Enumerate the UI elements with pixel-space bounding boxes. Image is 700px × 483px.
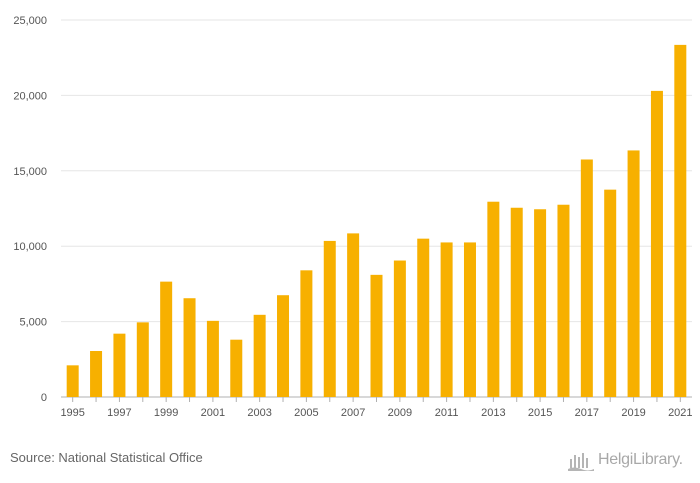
bar-1999 xyxy=(160,281,173,397)
y-tick-label: 10,000 xyxy=(13,241,47,253)
y-tick-label: 25,000 xyxy=(13,15,47,27)
bar-2002 xyxy=(230,339,243,397)
bar-2009 xyxy=(393,260,406,397)
x-tick-label: 2019 xyxy=(621,407,645,419)
x-tick-label: 1995 xyxy=(60,407,84,419)
helgi-library-logo: HelgiLibrary. xyxy=(568,449,683,471)
x-tick-label: 2009 xyxy=(388,407,412,419)
bar-2015 xyxy=(534,209,547,397)
library-icon xyxy=(568,453,594,471)
bar-2007 xyxy=(347,233,360,397)
bar-2014 xyxy=(510,207,523,397)
source-note: Source: National Statistical Office xyxy=(10,450,203,465)
x-tick-label: 2007 xyxy=(341,407,365,419)
y-tick-label: 0 xyxy=(41,392,47,404)
bar-2006 xyxy=(323,240,336,397)
x-tick-label: 1997 xyxy=(107,407,131,419)
x-tick-label: 2001 xyxy=(201,407,225,419)
bar-1998 xyxy=(136,322,149,397)
x-tick-label: 2015 xyxy=(528,407,552,419)
bar-1997 xyxy=(113,333,126,397)
bar-2021 xyxy=(674,44,687,398)
x-tick-label: 2011 xyxy=(435,407,459,419)
bar-2017 xyxy=(580,159,593,397)
bar-2013 xyxy=(487,201,500,397)
bar-2001 xyxy=(206,320,219,397)
x-tick-label: 2017 xyxy=(575,407,599,419)
y-tick-label: 15,000 xyxy=(13,166,47,178)
y-tick-label: 5,000 xyxy=(19,317,47,329)
x-tick-label: 2005 xyxy=(294,407,318,419)
bar-1996 xyxy=(90,351,103,397)
bar-2004 xyxy=(277,295,290,397)
y-tick-label: 20,000 xyxy=(13,90,47,102)
bar-2000 xyxy=(183,298,196,397)
bar-2010 xyxy=(417,238,430,397)
x-tick-label: 2021 xyxy=(668,407,692,419)
brand-name: HelgiLibrary. xyxy=(598,451,683,468)
bar-2005 xyxy=(300,270,313,397)
bar-2019 xyxy=(627,150,640,397)
bar-2020 xyxy=(650,90,663,397)
bar-2008 xyxy=(370,274,383,397)
bar-chart: 0 5,000 10,000 15,000 20,000 25,000 1995 1997 19… xyxy=(13,15,692,419)
x-tick-label: 1999 xyxy=(154,407,178,419)
x-tick-label: 2003 xyxy=(247,407,271,419)
bar-2011 xyxy=(440,242,453,397)
x-tick-label: 2013 xyxy=(481,407,505,419)
bar-2012 xyxy=(463,242,476,397)
bar-1995 xyxy=(66,365,79,397)
bar-2003 xyxy=(253,314,266,397)
bar-2018 xyxy=(604,189,617,397)
bar-2016 xyxy=(557,204,570,397)
